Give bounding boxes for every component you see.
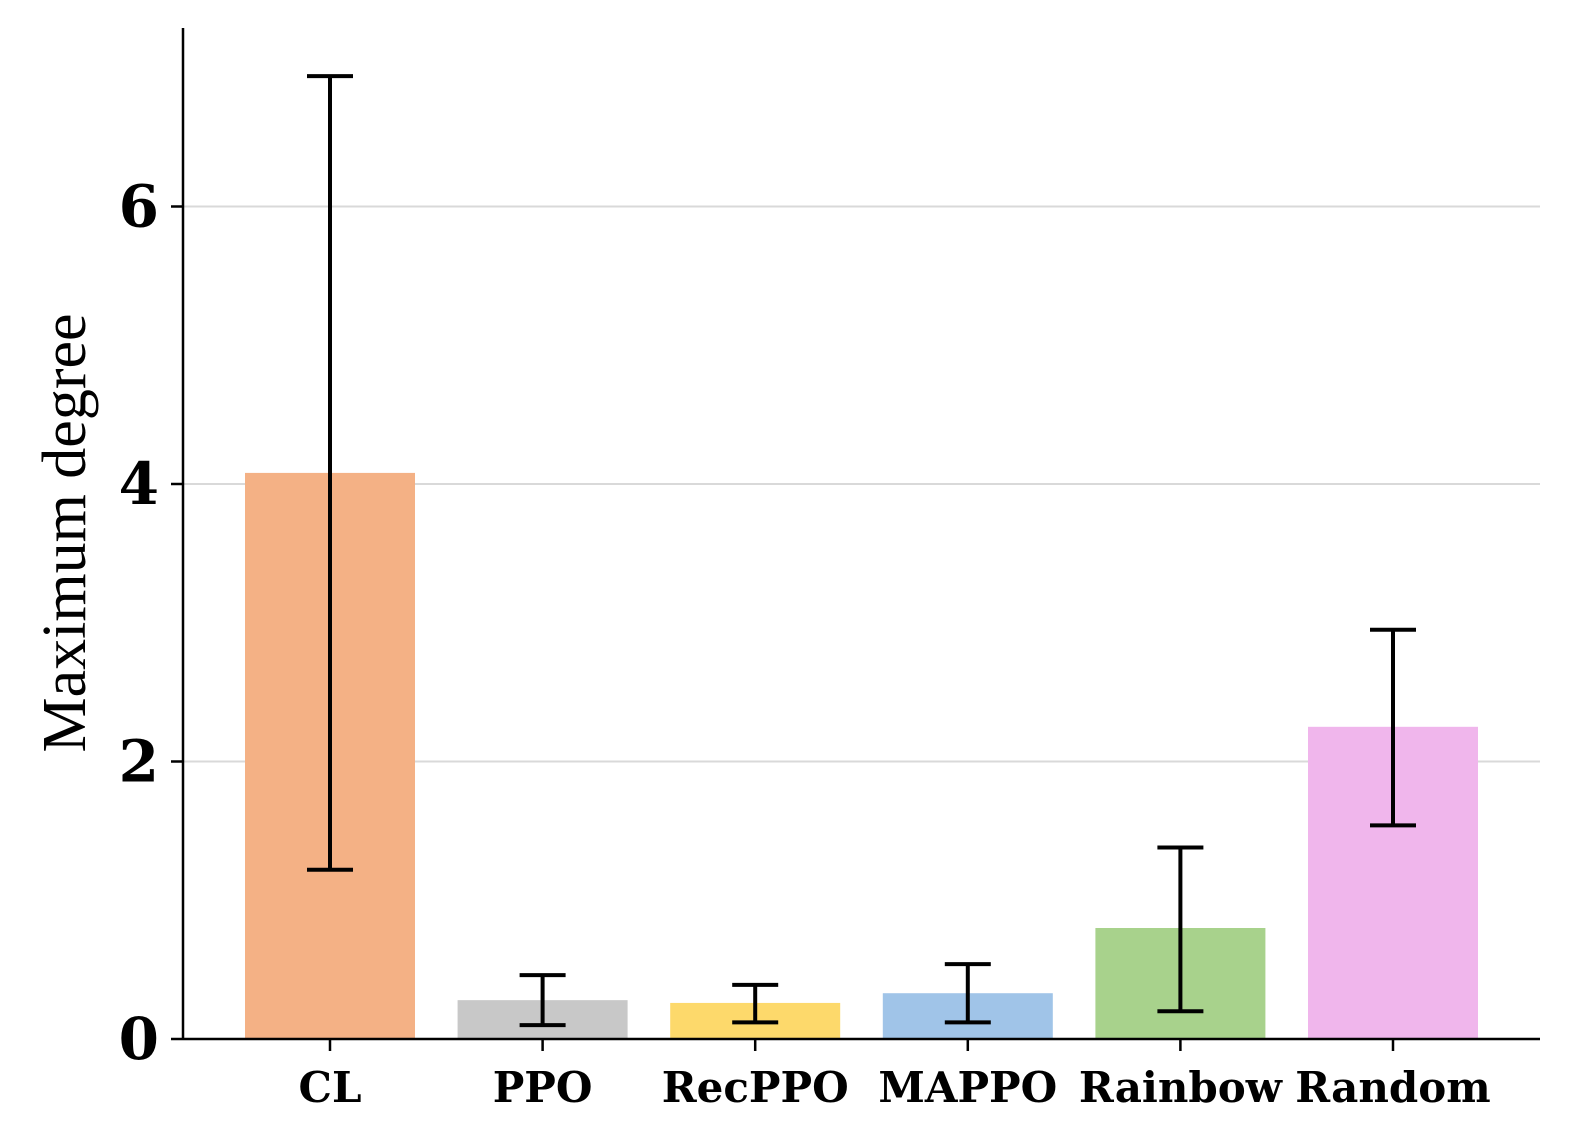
x-tick-label-random: Random (1295, 1063, 1490, 1112)
axes (181, 28, 1540, 1041)
x-tick-label-ppo: PPO (493, 1063, 593, 1112)
y-tick-label: 4 (119, 450, 159, 518)
error-bars (307, 74, 1416, 1028)
y-axis-label: Maximum degree (31, 313, 99, 752)
y-tick-label: 2 (119, 728, 159, 796)
bars (245, 472, 1478, 1039)
x-tick-label-cl: CL (299, 1063, 362, 1112)
y-tick-label: 0 (119, 1005, 159, 1073)
x-tick-label-rainbow: Rainbow (1079, 1063, 1283, 1112)
x-tick-label-mappo: MAPPO (878, 1063, 1057, 1112)
y-tick-label: 6 (119, 173, 159, 241)
x-tick-label-recppo: RecPPO (662, 1063, 849, 1112)
x-ticks: CL PPO RecPPO MAPPO Rainbow Random (299, 1039, 1491, 1112)
y-ticks: 0 2 4 6 (119, 173, 183, 1073)
